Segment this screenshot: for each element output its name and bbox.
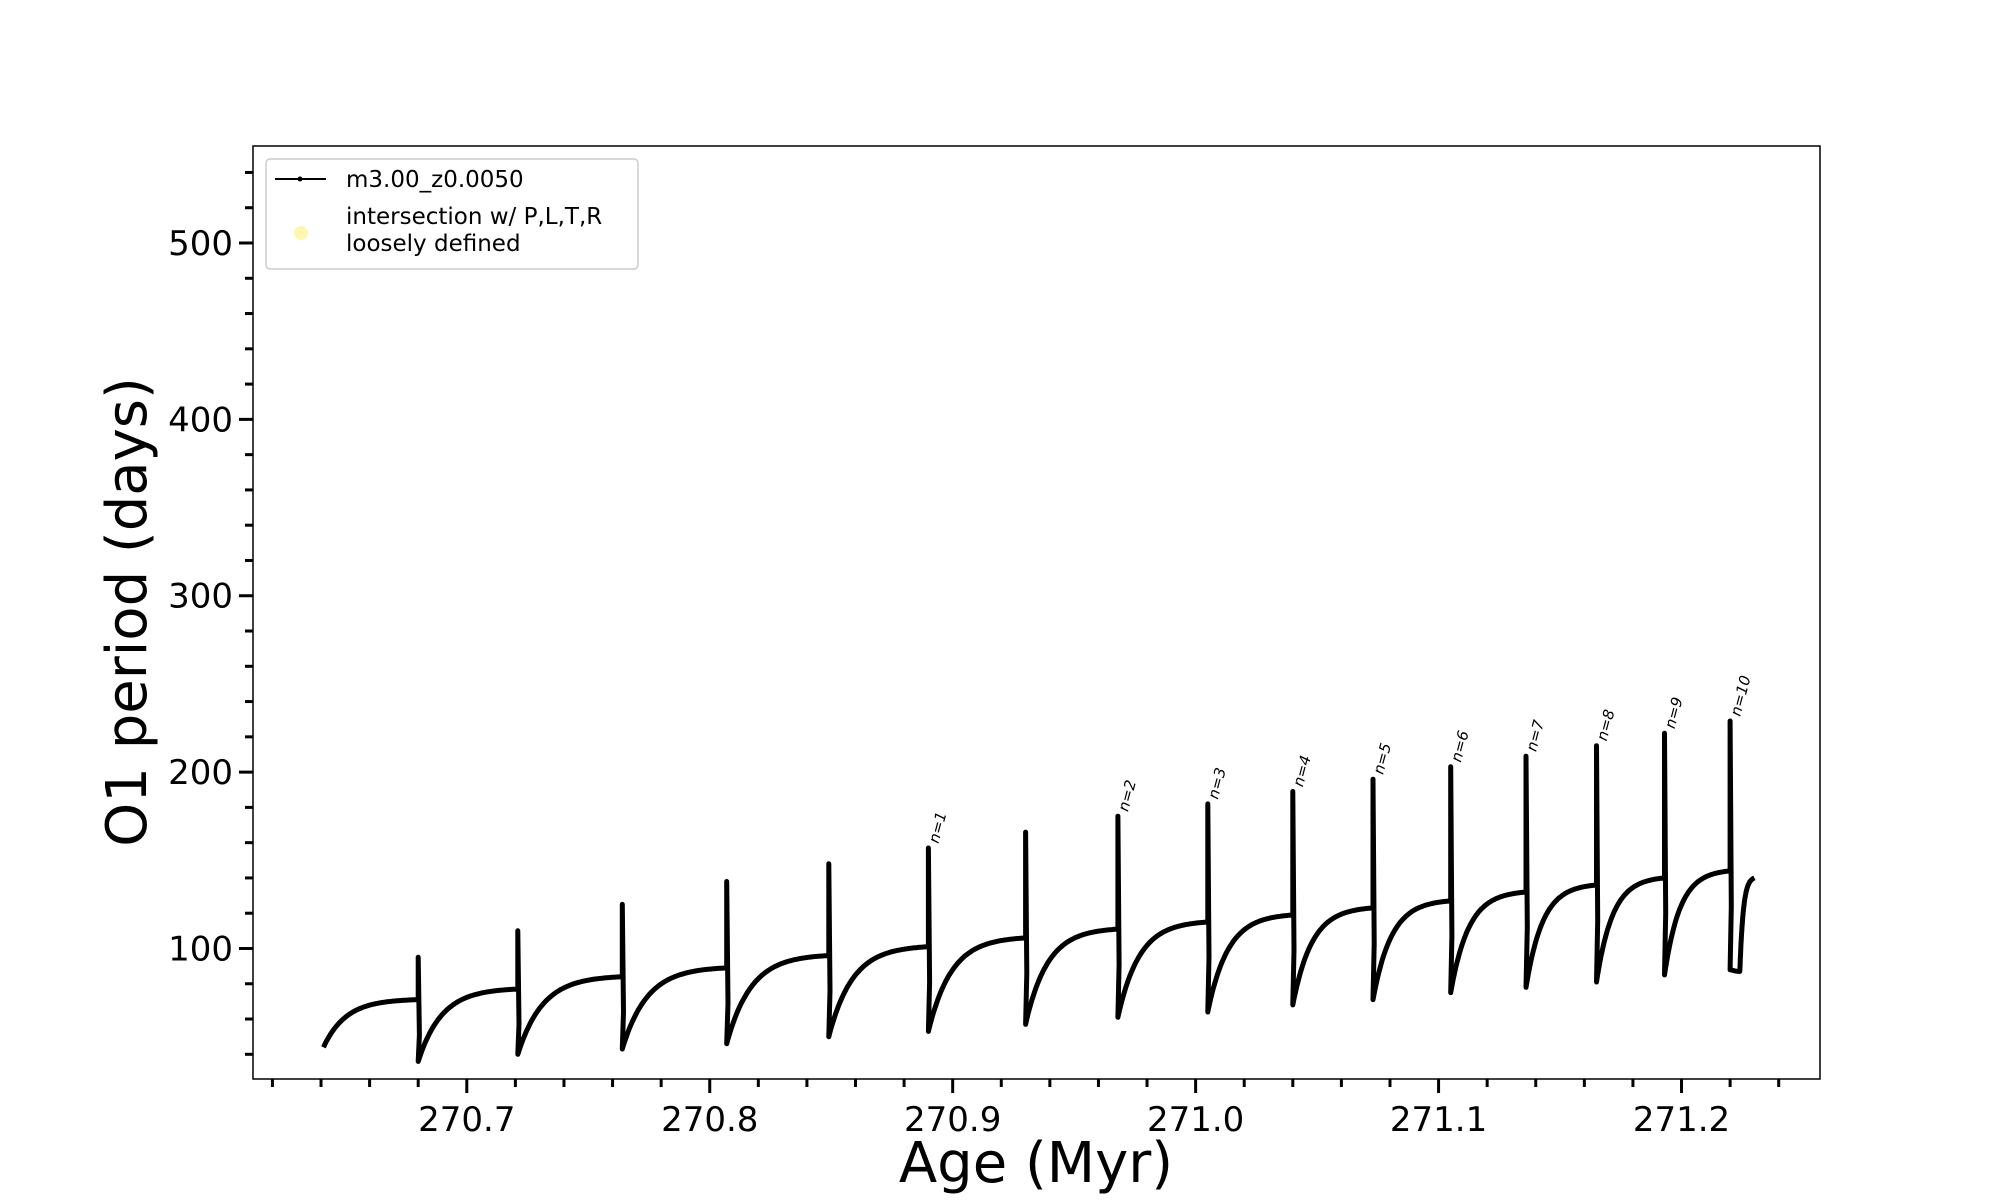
x-tick-label: 270.7 (418, 1100, 515, 1140)
pulse-label: n=4 (1289, 753, 1315, 788)
pulse-label: n=5 (1369, 741, 1395, 776)
pulse-label: n=1 (925, 810, 951, 845)
pulse-label: n=2 (1114, 778, 1140, 813)
pulse-label: n=8 (1593, 707, 1619, 742)
x-tick-label: 271.2 (1633, 1100, 1730, 1140)
legend-circle-marker (294, 226, 308, 240)
series-line (321, 718, 1757, 1064)
series-layer (321, 718, 1757, 1064)
legend: m3.00_z0.0050 intersection w/ P,L,T,R lo… (265, 158, 639, 270)
plot-frame (252, 145, 1821, 1080)
x-tick-label: 270.9 (904, 1100, 1001, 1140)
legend-label-intersection-line1: intersection w/ P,L,T,R (346, 204, 602, 230)
legend-box (265, 158, 639, 270)
pulse-label: n=10 (1727, 674, 1755, 718)
x-tick-label: 270.8 (661, 1100, 758, 1140)
legend-label-intersection-line2: loosely defined (346, 231, 521, 257)
minor-ticks (245, 170, 1781, 1087)
y-tick-label: 200 (168, 753, 233, 793)
pulse-label: n=9 (1661, 695, 1687, 730)
legend-line-dot (297, 176, 303, 182)
pulse-labels: n=1 n=2 n=3 n=4 n=5 n=6 n=7 n=8 n=9 n=10 (925, 674, 1755, 845)
x-axis-ticks: 270.7 270.8 270.9 271.0 271.1 271.2 (418, 1079, 1730, 1140)
pulse-label: n=6 (1447, 729, 1473, 764)
y-tick-label: 300 (168, 577, 233, 617)
y-tick-label: 500 (168, 224, 233, 264)
y-tick-label: 400 (168, 400, 233, 440)
legend-label-series: m3.00_z0.0050 (346, 167, 524, 193)
pulse-label: n=7 (1523, 718, 1549, 754)
pulse-label: n=3 (1204, 766, 1230, 801)
x-axis-title: Age (Myr) (899, 1131, 1173, 1196)
y-axis-title: O1 period (days) (95, 377, 160, 847)
y-tick-label: 100 (168, 929, 233, 969)
y-axis-ticks: 100 200 300 400 500 (168, 224, 253, 969)
x-tick-label: 271.0 (1147, 1100, 1244, 1140)
x-tick-label: 271.1 (1390, 1100, 1487, 1140)
